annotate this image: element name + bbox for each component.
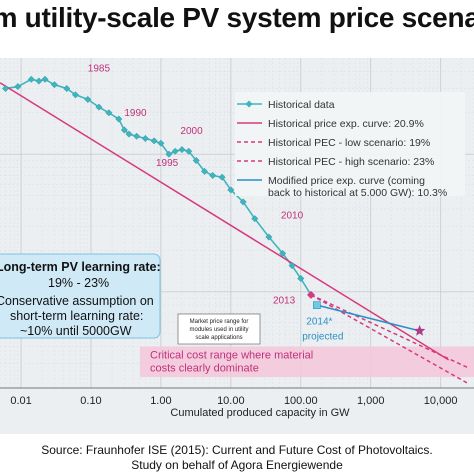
year-label: 1985 xyxy=(88,63,111,74)
legend-item-label: Modified price exp. curve (coming xyxy=(268,175,425,187)
legend-bg xyxy=(235,92,465,196)
legend-item-label: Historical PEC - high scenario: 23% xyxy=(268,156,434,168)
historical-data-point xyxy=(288,262,296,270)
learning-box-bg xyxy=(0,253,161,339)
marker-2014-projected xyxy=(313,301,321,309)
historical-data-point xyxy=(192,156,200,165)
learning-box-line1: Long-term PV learning rate: xyxy=(0,260,161,274)
learning-box-line4: short-term learning rate: xyxy=(10,309,143,323)
historical-data-point xyxy=(35,77,43,85)
legend: Historical data Historical price exp. cur… xyxy=(235,92,465,199)
learning-rate-box: Long-term PV learning rate: 19% - 23% Co… xyxy=(0,253,161,339)
legend-item-label: Historical data xyxy=(268,99,335,111)
historical-data-point xyxy=(218,173,226,181)
series-lines xyxy=(0,78,469,385)
historical-data-point xyxy=(63,84,71,93)
historical-data-point xyxy=(133,132,141,140)
historical-data-point xyxy=(171,147,179,155)
legend-item-label: Historical PEC - low scenario: 19% xyxy=(268,137,430,149)
historical-data-point xyxy=(125,130,133,138)
series-line-2 xyxy=(310,294,469,369)
legend-item-label-2: back to historical at 5.000 GW): 10.3% xyxy=(268,187,447,199)
x-tick-label: 0.01 xyxy=(10,395,31,407)
series-line-1 xyxy=(0,82,449,361)
historical-data-point xyxy=(265,233,273,241)
market-note-line3: scale applications xyxy=(195,335,242,341)
legend-item-label: Historical price exp. curve: 20.9% xyxy=(268,118,424,130)
historical-data-point xyxy=(1,84,10,93)
historical-data-point xyxy=(150,137,158,145)
historical-data-point xyxy=(279,249,287,258)
historical-data-point xyxy=(84,95,92,103)
year-label: 2013 xyxy=(273,296,296,307)
historical-data-point xyxy=(50,81,58,89)
year-label: 2010 xyxy=(281,211,304,222)
year-label: 2014* xyxy=(306,316,332,327)
data-markers xyxy=(1,75,426,336)
historical-data-point xyxy=(178,146,186,154)
historical-data-point xyxy=(115,115,123,123)
historical-data-point xyxy=(41,75,49,83)
chart-title-strip: rm utility-scale PV system price scenari… xyxy=(0,0,474,44)
marker-5000gw-star xyxy=(413,324,426,336)
source-line-1: Source: Fraunhofer ISE (2015): Current a… xyxy=(41,443,433,457)
chart-canvas: Critical cost range where material costs… xyxy=(0,58,474,434)
historical-data-point xyxy=(141,134,149,143)
historical-data-point xyxy=(14,83,22,91)
x-tick-label: 1.00 xyxy=(150,395,171,407)
critical-band-label-1: Critical cost range where material xyxy=(150,350,313,362)
historical-data-point xyxy=(239,198,247,206)
historical-data-point xyxy=(209,171,217,180)
series-line-4 xyxy=(316,304,420,332)
learning-box-line2: 19% - 23% xyxy=(48,276,109,290)
year-label: 2000 xyxy=(180,126,203,137)
x-tick-label: 10,000 xyxy=(424,395,458,407)
market-note-line2: modules used in utility xyxy=(189,327,248,333)
chart-title: rm utility-scale PV system price scenari… xyxy=(0,2,474,33)
market-price-note: Market price range for modules used in u… xyxy=(177,313,261,345)
x-tick-label: 100.00 xyxy=(284,395,318,407)
year-label: 1990 xyxy=(124,108,147,119)
x-tick-label: 1,000 xyxy=(357,395,385,407)
x-axis-label: Cumulated produced capacity in GW xyxy=(170,407,350,419)
critical-band: Critical cost range where material costs… xyxy=(140,346,474,378)
critical-band-label-2: costs clearly dominate xyxy=(150,363,259,375)
learning-box-line5: ~10% until 5000GW xyxy=(20,324,132,338)
year-label: projected xyxy=(302,332,343,343)
legend-swatch-diamond xyxy=(245,100,253,108)
historical-data-point xyxy=(120,126,128,134)
x-axis-ticks: 0.01 0.10 1.00 10.00 100.00 1,000 10,000 xyxy=(10,395,457,407)
historical-data-point xyxy=(157,139,165,147)
historical-data-point xyxy=(105,109,113,117)
x-tick-label: 10.00 xyxy=(217,395,245,407)
x-tick-label: 0.10 xyxy=(80,395,101,407)
year-label: 1995 xyxy=(156,158,179,169)
marker-2013 xyxy=(306,290,315,299)
historical-data-point xyxy=(297,274,305,283)
market-note-line1: Market price range for xyxy=(190,319,249,325)
source-line-2: Study on behalf of Agora Energiewende xyxy=(131,458,343,472)
historical-data-point xyxy=(185,147,193,155)
historical-data-point xyxy=(227,186,235,194)
historical-data-point xyxy=(200,167,209,175)
historical-data-point xyxy=(71,91,80,99)
historical-data-point xyxy=(95,103,103,111)
year-labels: 1985 1990 1995 2000 2010 2013 2014* projected xyxy=(88,63,344,342)
historical-data-point xyxy=(251,215,259,223)
critical-band-rect xyxy=(140,346,474,378)
series-line-0 xyxy=(5,78,312,296)
historical-data-point xyxy=(165,150,173,158)
historical-data-point xyxy=(27,75,35,83)
market-note-box xyxy=(177,313,261,345)
learning-box-line3: Conservative assumption on xyxy=(0,294,154,308)
